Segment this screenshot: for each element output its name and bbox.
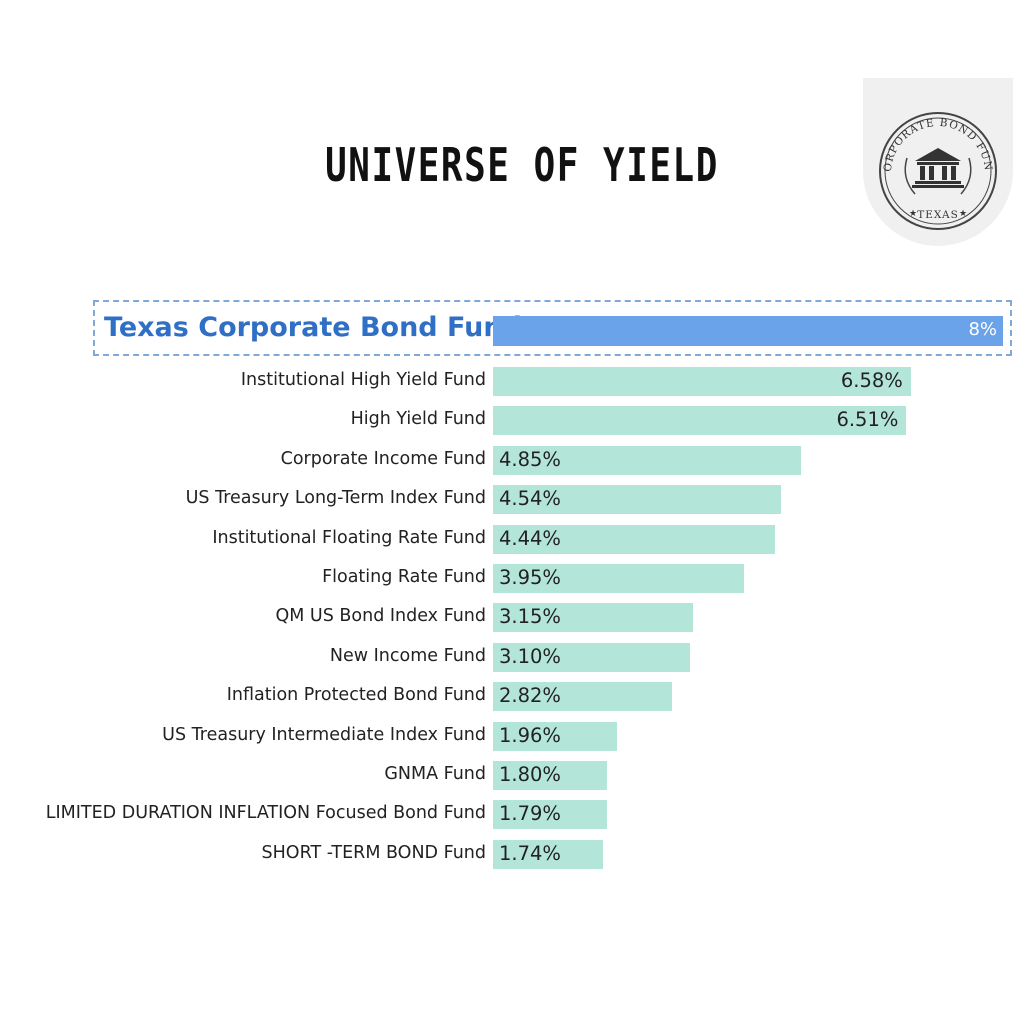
bar-highlighted	[493, 316, 1003, 346]
value-label: 1.79%	[499, 802, 561, 826]
bar	[493, 839, 604, 869]
bar-label: High Yield Fund	[350, 409, 486, 430]
bar-label: QM US Bond Index Fund	[275, 606, 486, 627]
value-label: 4.44%	[499, 526, 561, 550]
bar	[493, 564, 744, 593]
bar-label: US Treasury Intermediate Index Fund	[162, 724, 486, 745]
svg-text:TEXAS: TEXAS	[917, 209, 959, 221]
highlight-frame	[93, 300, 1012, 356]
bar-label: Floating Rate Fund	[322, 567, 486, 587]
bar	[493, 524, 775, 554]
value-label: 1.96%	[499, 723, 561, 747]
value-label: 3.15%	[499, 605, 561, 629]
bar-label: US Treasury Long-Term Index Fund	[185, 488, 486, 509]
bar	[493, 800, 607, 830]
bar-label: Institutional High Yield Fund	[240, 370, 486, 390]
value-label: 3.95%	[499, 566, 561, 589]
bar-label: Corporate Income Fund	[280, 448, 486, 469]
bar	[493, 367, 911, 396]
corporate-bond-fund-seal-icon: CORPORATE BOND FUND ★ ★ TEXAS	[863, 78, 997, 230]
bar	[493, 485, 782, 515]
chart-title: UNIVERSE OF YIELD	[325, 138, 719, 192]
bar	[493, 682, 673, 712]
bar-label-highlighted: Texas Corporate Bond Fund	[104, 312, 522, 343]
bar	[493, 761, 608, 790]
value-label: 4.54%	[499, 487, 561, 511]
value-label: 4.85%	[499, 447, 561, 471]
bar-label: Inflation Protected Bond Fund	[226, 685, 486, 706]
bar	[493, 406, 907, 436]
bar-label: Institutional Floating Rate Fund	[212, 527, 486, 548]
value-label: 2.82%	[499, 684, 561, 708]
value-label: 6.58%	[840, 369, 903, 392]
value-label: 1.80%	[499, 763, 561, 786]
bar	[493, 642, 690, 672]
bar	[493, 721, 618, 751]
svg-text:★: ★	[909, 209, 917, 219]
bar-label: SHORT -TERM BOND Fund	[261, 842, 486, 863]
svg-text:★: ★	[959, 209, 967, 219]
value-label: 8%	[968, 319, 997, 340]
bar-label: New Income Fund	[329, 645, 486, 666]
value-label: 6.51%	[836, 408, 899, 432]
value-label: 3.10%	[499, 644, 561, 668]
bar-label: GNMA Fund	[384, 764, 486, 784]
bar	[493, 445, 801, 475]
value-label: 1.74%	[499, 841, 561, 865]
logo-badge: CORPORATE BOND FUND ★ ★ TEXAS	[863, 78, 1013, 246]
bar-label: LIMITED DURATION INFLATION Focused Bond …	[45, 803, 486, 824]
bar	[493, 603, 694, 633]
